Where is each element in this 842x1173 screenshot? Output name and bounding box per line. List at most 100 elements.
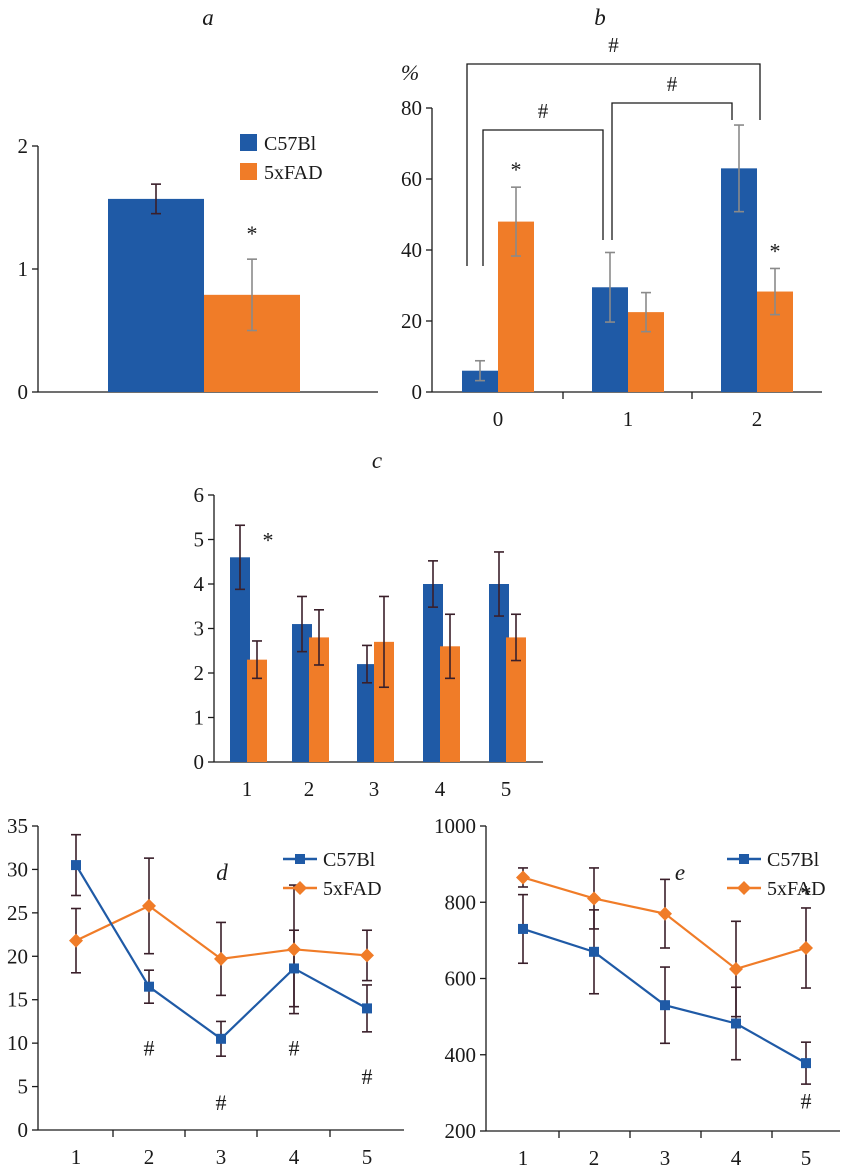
bar <box>506 637 526 762</box>
data-point <box>731 1018 741 1029</box>
panel-label: a <box>202 5 214 30</box>
panel-a: a 0 1 2 * C57Bl 5xFAD <box>18 5 378 404</box>
data-point <box>589 946 599 957</box>
data-point <box>729 961 743 976</box>
significance-star: * <box>511 157 522 182</box>
legend-label: 5xFAD <box>767 878 826 900</box>
significance-bracket <box>466 63 761 266</box>
y-tick-label: 0 <box>18 380 29 404</box>
y-tick-label: 0 <box>18 1118 29 1142</box>
bar <box>292 624 312 762</box>
data-point <box>799 941 813 955</box>
x-tick-label: 1 <box>242 777 253 801</box>
significance-bracket <box>482 129 604 266</box>
x-tick-label: 4 <box>435 777 446 801</box>
x-tick-label: 5 <box>801 1146 812 1170</box>
bar <box>374 641 394 762</box>
significance-hash: # <box>538 99 549 123</box>
significance-bracket <box>611 102 733 240</box>
legend-label: 5xFAD <box>323 878 382 900</box>
x-tick-label: 5 <box>362 1145 373 1169</box>
bar <box>247 659 267 762</box>
legend-marker <box>739 854 749 864</box>
y-tick-label: 2 <box>18 134 29 158</box>
x-tick-label: 3 <box>660 1146 671 1170</box>
data-point <box>214 951 228 966</box>
significance-hash: # <box>144 1035 155 1060</box>
y-tick-label: 600 <box>445 967 477 991</box>
panel-label: e <box>675 860 685 885</box>
significance-hash: # <box>801 1089 812 1114</box>
bar <box>423 584 443 762</box>
legend-marker <box>295 854 305 864</box>
data-point <box>144 981 154 992</box>
y-tick-label: 400 <box>445 1043 477 1067</box>
data-point <box>801 1058 811 1069</box>
y-tick-label: 40 <box>401 238 422 262</box>
data-point <box>287 942 301 957</box>
legend-label: C57Bl <box>323 849 376 871</box>
significance-hash: # <box>608 33 619 57</box>
panel-b: b 0 20 40 60 80% 0 1 2 * * # # # <box>401 5 822 431</box>
significance-star: * <box>247 221 258 246</box>
y-tick-label: 6 <box>194 483 205 507</box>
y-tick-label: 1 <box>18 257 29 281</box>
y-tick-label: 35 <box>7 814 28 838</box>
bar <box>357 664 377 762</box>
y-tick-label: 30 <box>7 857 28 881</box>
significance-hash: # <box>289 1035 300 1060</box>
y-tick-label: 0 <box>194 750 205 774</box>
x-tick-label: 4 <box>289 1145 300 1169</box>
legend-swatch <box>240 134 257 151</box>
panel-label: b <box>594 5 606 30</box>
data-point <box>69 933 83 948</box>
significance-star: * <box>770 238 781 263</box>
bar <box>309 637 329 762</box>
significance-hash: # <box>362 1064 373 1089</box>
y-tick-label: 20 <box>401 309 422 333</box>
data-point <box>360 948 374 963</box>
data-point <box>289 963 299 974</box>
y-axis-label: % <box>401 60 419 85</box>
legend-marker <box>737 881 751 895</box>
y-tick-label: 800 <box>445 890 477 914</box>
x-tick-label: 2 <box>304 777 315 801</box>
significance-star: * <box>263 527 274 552</box>
data-point <box>587 891 601 906</box>
significance-hash: # <box>216 1090 227 1115</box>
x-tick-label: 1 <box>518 1146 529 1170</box>
data-point <box>518 923 528 934</box>
panel-e: e 200 400 600 800 1000 1 2 3 4 5 * # C57Bl 5xFAD <box>434 814 840 1170</box>
bar <box>230 557 250 762</box>
significance-star: * <box>801 881 812 906</box>
y-tick-label: 1000 <box>434 814 476 838</box>
y-tick-label: 20 <box>7 944 28 968</box>
y-tick-label: 80 <box>401 96 422 120</box>
x-tick-label: 5 <box>501 777 512 801</box>
panel-d: d 0 5 10 15 20 25 30 35 1 2 3 4 5 # # # # C57Bl 5xFAD <box>7 814 404 1169</box>
bar <box>489 584 509 762</box>
y-tick-label: 2 <box>194 661 205 685</box>
significance-hash: # <box>667 72 678 96</box>
data-point <box>216 1033 226 1044</box>
y-tick-label: 1 <box>194 706 205 730</box>
data-point <box>362 1003 372 1014</box>
y-tick-label: 4 <box>194 572 205 596</box>
x-tick-label: 2 <box>144 1145 155 1169</box>
y-tick-label: 0 <box>412 380 423 404</box>
y-tick-label: 3 <box>194 617 205 641</box>
panel-label: d <box>216 860 228 885</box>
data-point <box>660 1000 670 1011</box>
legend-label: C57Bl <box>767 849 820 871</box>
legend-label: 5xFAD <box>264 162 323 184</box>
y-tick-label: 5 <box>18 1075 29 1099</box>
y-tick-label: 25 <box>7 901 28 925</box>
bar <box>108 198 204 392</box>
x-tick-label: 2 <box>752 407 763 431</box>
x-tick-label: 0 <box>493 407 504 431</box>
panel-label: c <box>372 448 382 473</box>
y-tick-label: 60 <box>401 167 422 191</box>
legend-label: C57Bl <box>264 133 317 155</box>
data-point <box>658 906 672 921</box>
